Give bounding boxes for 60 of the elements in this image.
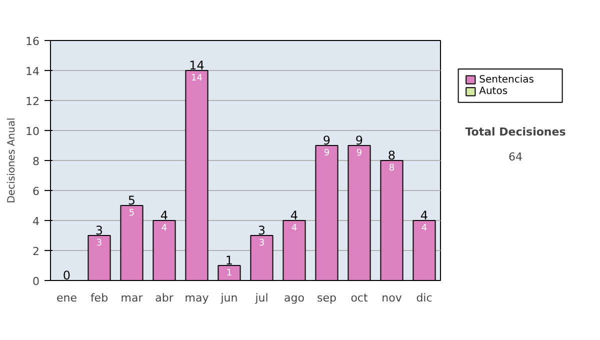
y-tick-label: 12	[26, 95, 40, 108]
bar	[282, 220, 306, 280]
total-label: 14	[189, 58, 204, 72]
bar	[315, 145, 338, 280]
y-tick-label: 8	[32, 155, 40, 168]
total-label: 4	[290, 208, 298, 222]
y-tick-label: 4	[32, 215, 40, 228]
y-tick-label: 14	[26, 65, 40, 78]
x-tick-label: jul	[254, 292, 268, 304]
bar	[218, 265, 241, 280]
data-label: 4	[161, 224, 168, 234]
data-label: 1	[226, 268, 232, 278]
legend-label: Autos	[479, 86, 508, 98]
x-tick-label: ene	[56, 292, 78, 304]
total-label: 4	[160, 208, 168, 222]
x-tick-label: mar	[120, 292, 144, 304]
x-tick-label: dic	[416, 292, 432, 304]
total-label: 3	[258, 224, 266, 238]
y-axis-title: Decisiones Anual	[6, 118, 18, 204]
y-tick-label: 16	[26, 35, 40, 48]
bar	[380, 160, 404, 280]
text: Total Decisiones	[465, 126, 566, 138]
bar	[120, 205, 144, 280]
data-label: 9	[324, 148, 330, 158]
total-label: 4	[420, 208, 428, 222]
x-tick-label: jun	[220, 292, 238, 304]
bar	[152, 220, 176, 280]
total-label: 3	[95, 224, 104, 238]
legend-label: Sentencias	[479, 74, 534, 86]
x-tick-label: abr	[155, 292, 174, 304]
total-label: 9	[355, 134, 364, 148]
x-tick-label: may	[184, 292, 210, 304]
total-label: 8	[388, 148, 396, 162]
y-tick-label: 6	[32, 185, 40, 198]
text: 64	[508, 150, 522, 164]
data-label: 9	[356, 148, 362, 158]
data-label: 8	[388, 164, 395, 174]
data-label: 14	[191, 74, 203, 84]
y-tick-label: 0	[32, 275, 40, 288]
bar	[348, 145, 371, 280]
y-tick-label: 2	[32, 245, 40, 258]
bar	[185, 70, 208, 280]
x-tick-label: oct	[350, 292, 368, 304]
x-tick-label: ago	[284, 292, 305, 304]
x-tick-label: sep	[317, 292, 337, 304]
total-label: 9	[322, 134, 331, 148]
total-label: 0	[62, 268, 71, 282]
total-label: 5	[128, 194, 136, 208]
total-label: 1	[225, 254, 234, 268]
data-label: 3	[258, 238, 265, 248]
data-label: 5	[128, 208, 135, 218]
x-tick-label: nov	[382, 292, 402, 304]
data-label: 3	[96, 238, 102, 248]
data-label: 4	[421, 224, 428, 234]
bar	[250, 235, 274, 280]
bar	[88, 235, 111, 280]
data-label: 4	[291, 224, 298, 234]
y-tick-label: 10	[26, 125, 40, 138]
x-tick-label: feb	[90, 292, 108, 304]
bar	[412, 220, 436, 280]
